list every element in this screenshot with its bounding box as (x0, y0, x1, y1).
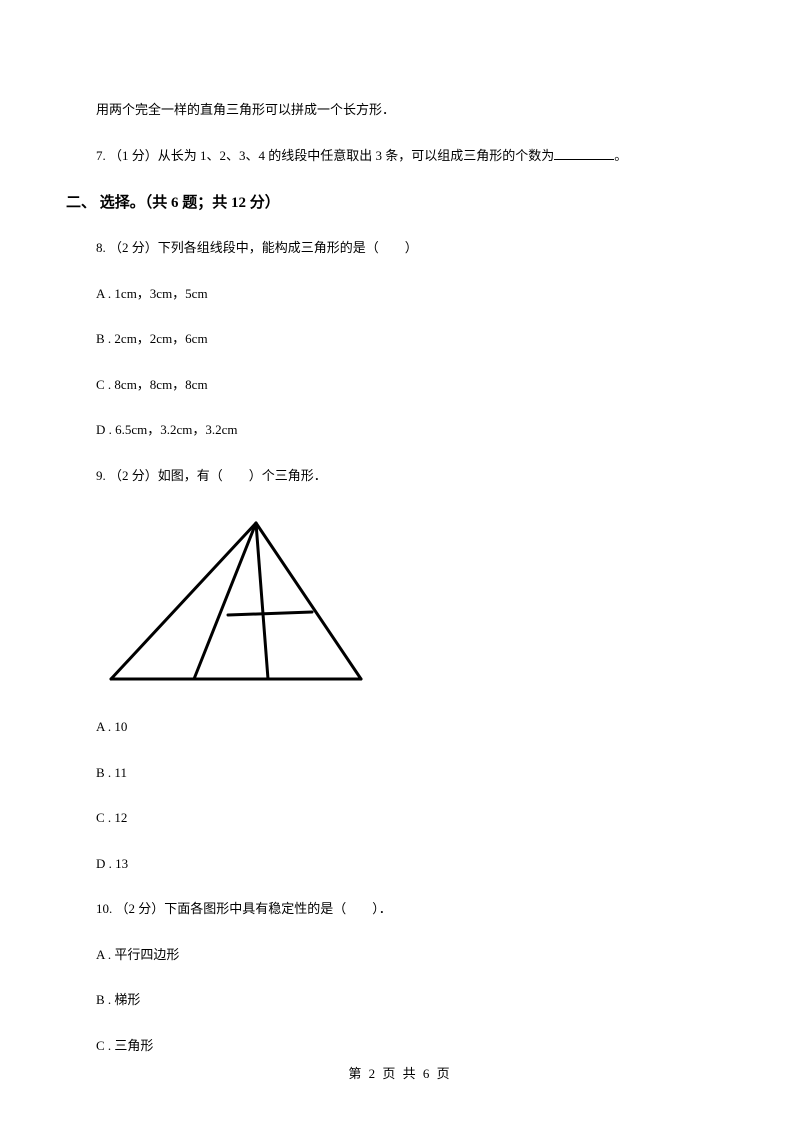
blank-fill[interactable] (554, 147, 614, 160)
q8-option-d: D . 6.5cm，3.2cm，3.2cm (96, 420, 704, 440)
q9-option-d: D . 13 (96, 854, 704, 874)
q10-option-b: B . 梯形 (96, 990, 704, 1010)
q9-option-c: C . 12 (96, 808, 704, 828)
triangle-svg (96, 511, 376, 686)
q8-option-c: C . 8cm，8cm，8cm (96, 375, 704, 395)
q9-option-a: A . 10 (96, 717, 704, 737)
q8-option-a: A . 1cm，3cm，5cm (96, 284, 704, 304)
q9-option-b: B . 11 (96, 763, 704, 783)
page-footer: 第 2 页 共 6 页 (0, 1063, 800, 1082)
triangle-figure (96, 511, 704, 691)
question-10-stem: 10. （2 分）下面各图形中具有稳定性的是（ ）． (96, 899, 704, 919)
q7-suffix: 。 (614, 148, 627, 163)
q7-prefix: 7. （1 分）从长为 1、2、3、4 的线段中任意取出 3 条，可以组成三角形… (96, 148, 554, 163)
page-content: 用两个完全一样的直角三角形可以拼成一个长方形． 7. （1 分）从长为 1、2、… (0, 0, 800, 1141)
question-7: 7. （1 分）从长为 1、2、3、4 的线段中任意取出 3 条，可以组成三角形… (96, 146, 704, 166)
question-8-stem: 8. （2 分）下列各组线段中，能构成三角形的是（ ） (96, 238, 704, 258)
intro-text: 用两个完全一样的直角三角形可以拼成一个长方形． (96, 100, 704, 120)
q10-option-c: C . 三角形 (96, 1036, 704, 1056)
section-header: 二、 选择。（共 6 题；共 12 分） (66, 191, 704, 212)
question-9-stem: 9. （2 分）如图，有（ ）个三角形． (96, 466, 704, 486)
q8-option-b: B . 2cm，2cm，6cm (96, 329, 704, 349)
q10-option-a: A . 平行四边形 (96, 945, 704, 965)
